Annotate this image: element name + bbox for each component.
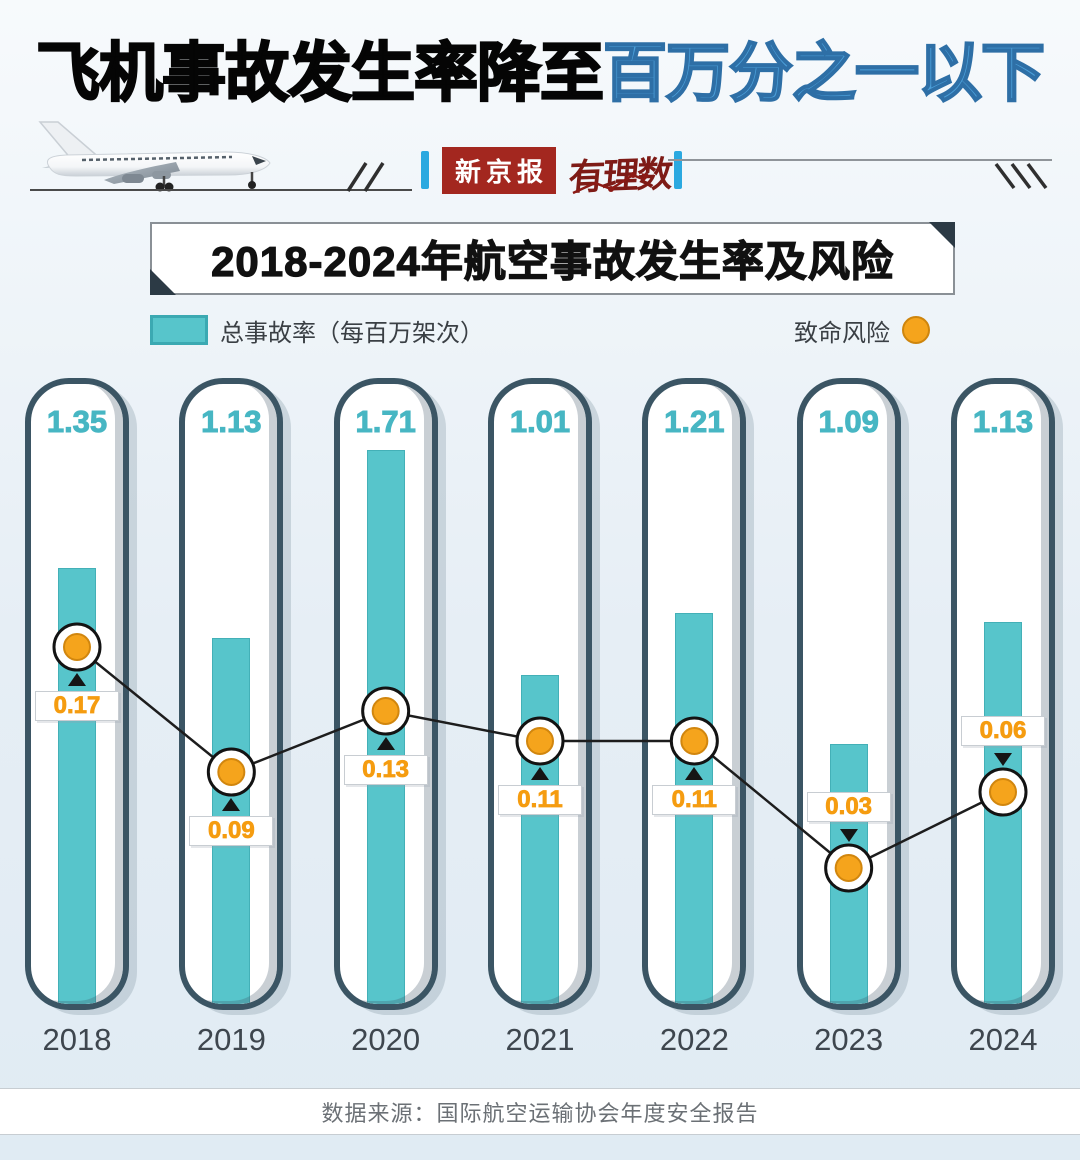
pill-2023: 1.09 <box>796 378 901 1010</box>
corner-accent-bottom-left <box>150 269 176 295</box>
risk-label-2021: 0.11 <box>498 785 582 815</box>
legend: 总事故率（每百万架次） 致命风险 <box>0 310 1080 350</box>
chart-area: 1.35 2018 1.13 2019 1.71 2020 1.01 2021 1.21 2022… <box>0 370 1080 1070</box>
brand-column-chartline-icon <box>572 172 651 195</box>
total-rate-value-2021: 1.01 <box>509 404 571 440</box>
fatal-risk-dot-2021 <box>515 716 565 766</box>
plane-engine <box>122 174 144 183</box>
risk-label-2024: 0.06 <box>961 716 1045 746</box>
risk-pointer-2018 <box>68 673 86 686</box>
total-rate-value-2024: 1.13 <box>972 404 1034 440</box>
fatal-risk-dot-2023 <box>824 843 874 893</box>
airplane-illustration <box>38 121 271 192</box>
risk-label-2019: 0.09 <box>189 816 274 846</box>
runway-line <box>30 189 412 191</box>
year-label-2021: 2021 <box>505 1022 575 1057</box>
risk-pointer-2023 <box>839 829 858 842</box>
year-label-2024: 2024 <box>968 1022 1038 1057</box>
chart-title-box: 2018-2024年航空事故发生率及风险 <box>150 222 955 295</box>
data-source-text: 数据来源：国际航空运输协会年度安全报告 <box>321 1100 759 1126</box>
legend-risk-dot <box>902 316 930 344</box>
risk-pointer-2024 <box>994 753 1012 766</box>
plane-engine-2 <box>152 171 171 179</box>
brand-bar-right <box>674 151 683 189</box>
corner-accent-top-right <box>929 222 955 248</box>
decorative-slashes-left <box>346 162 385 192</box>
fatal-risk-dot-2019 <box>206 747 256 797</box>
fatal-risk-dot-2018 <box>52 622 102 672</box>
total-rate-value-2019: 1.13 <box>201 404 262 440</box>
year-label-2022: 2022 <box>659 1022 729 1057</box>
fatal-risk-line-layer <box>52 622 1028 893</box>
pill-2022: 1.21 <box>642 378 747 1010</box>
brand-paper-badge: 新京报 <box>442 146 557 194</box>
legend-bar-label: 总事故率（每百万架次） <box>220 319 484 347</box>
total-rate-value-2018: 1.35 <box>46 404 108 440</box>
risk-pointer-2021 <box>531 767 549 780</box>
brand-logos: 新京报 有理数 <box>421 146 683 198</box>
fatal-risk-dot-2024 <box>978 767 1028 817</box>
risk-label-2018: 0.17 <box>35 691 119 721</box>
data-source-band: 数据来源：国际航空运输协会年度安全报告 <box>0 1088 1080 1135</box>
total-rate-value-2020: 1.71 <box>355 404 416 440</box>
risk-label-2020: 0.13 <box>343 755 428 785</box>
fatal-risk-dot-2022 <box>669 716 719 766</box>
brand-bar-left <box>421 151 429 189</box>
page-title-highlight: 百万分之一以下 <box>602 37 1046 110</box>
year-label-2019: 2019 <box>196 1022 266 1057</box>
header-divider-line <box>668 159 1052 161</box>
fatal-risk-dot-2020 <box>361 686 411 736</box>
risk-pointer-2019 <box>222 798 241 811</box>
year-label-2018: 2018 <box>42 1022 112 1057</box>
legend-risk-label: 致命风险 <box>794 319 890 347</box>
total-rate-value-2022: 1.21 <box>664 404 725 440</box>
page-title-black: 飞机事故发生率降至 <box>35 37 605 110</box>
risk-pointer-2020 <box>376 737 395 750</box>
total-rate-value-2023: 1.09 <box>818 404 879 440</box>
brand-column-logo: 有理数 <box>567 147 673 198</box>
chart-title: 2018-2024年航空事故发生率及风险 <box>210 237 894 285</box>
year-label-2020: 2020 <box>351 1022 421 1057</box>
plane-fuselage <box>46 151 271 177</box>
legend-bar-swatch <box>150 315 208 345</box>
risk-label-2023: 0.03 <box>806 792 891 822</box>
decorative-slashes-right <box>994 162 1048 190</box>
year-label-2023: 2023 <box>814 1022 884 1057</box>
page-title: 飞机事故发生率降至百万分之一以下 <box>0 37 1080 110</box>
plane-cockpit <box>252 156 266 165</box>
risk-pointer-2022 <box>685 767 704 780</box>
risk-label-2022: 0.11 <box>652 785 737 815</box>
legend-risk-group: 致命风险 <box>794 313 930 348</box>
legend-bar-group: 总事故率（每百万架次） <box>150 313 484 348</box>
